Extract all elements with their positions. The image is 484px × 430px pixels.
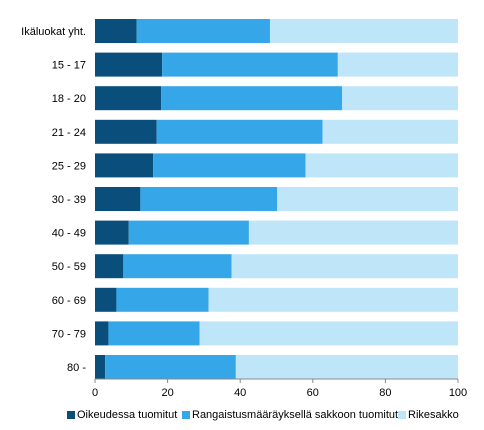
category-label: 30 - 39 xyxy=(52,194,86,206)
legend-label: Rangaistusmääräyksellä sakkoon tuomitut xyxy=(192,409,399,421)
bar-segment-series-1-row-2 xyxy=(161,86,343,111)
stacked-bar-chart: Ikäluokat yht. 15 - 17 18 - 20 21 - 24 25 - … xyxy=(21,19,467,399)
category-label: 60 - 69 xyxy=(52,295,86,307)
bar-segment-series-0-row-6 xyxy=(95,220,129,245)
bar-segment-series-0-row-0 xyxy=(95,19,137,43)
category-label: 50 - 59 xyxy=(52,261,86,273)
bar-segment-series-2-row-9 xyxy=(199,321,458,346)
category-label: Ikäluokat yht. xyxy=(21,26,86,38)
category-label: 25 - 29 xyxy=(52,160,86,172)
bar-segment-series-2-row-2 xyxy=(342,86,458,111)
bar-segment-series-1-row-10 xyxy=(105,355,236,379)
category-label: 40 - 49 xyxy=(52,228,86,240)
bar-segment-series-0-row-3 xyxy=(95,119,157,144)
legend-item: Rikesakko xyxy=(398,409,459,421)
bar-segment-series-2-row-4 xyxy=(305,153,458,178)
bar-segment-series-2-row-8 xyxy=(208,287,458,312)
bar-segment-series-0-row-7 xyxy=(95,254,124,279)
legend-swatch xyxy=(182,411,190,419)
bar-segment-series-2-row-5 xyxy=(277,187,458,211)
bars-group xyxy=(95,19,458,379)
bar-segment-series-1-row-6 xyxy=(128,220,249,245)
legend-label: Oikeudessa tuomitut xyxy=(77,409,178,421)
bar-segment-series-0-row-10 xyxy=(95,355,106,379)
bar-segment-series-2-row-0 xyxy=(269,19,458,43)
bar-segment-series-2-row-6 xyxy=(248,220,458,245)
bar-segment-series-2-row-1 xyxy=(337,52,458,77)
bar-segment-series-1-row-4 xyxy=(153,153,306,178)
bar-segment-series-0-row-9 xyxy=(95,321,109,346)
bar-segment-series-1-row-0 xyxy=(136,19,270,43)
bar-segment-series-2-row-10 xyxy=(235,355,458,379)
category-label: 15 - 17 xyxy=(52,60,86,72)
category-label: 18 - 20 xyxy=(52,93,86,105)
category-label: 21 - 24 xyxy=(52,127,86,139)
bar-segment-series-1-row-1 xyxy=(162,52,338,77)
bar-segment-series-1-row-8 xyxy=(116,287,209,312)
legend-swatch xyxy=(398,411,406,419)
category-labels: Ikäluokat yht. 15 - 17 18 - 20 21 - 24 25 - … xyxy=(21,26,86,374)
bar-segment-series-0-row-4 xyxy=(95,153,154,178)
bar-segment-series-0-row-8 xyxy=(95,287,117,312)
bar-segment-series-1-row-3 xyxy=(156,119,323,144)
legend-label: Rikesakko xyxy=(408,409,459,421)
bar-segment-series-2-row-3 xyxy=(322,119,458,144)
category-label: 80 - xyxy=(67,362,86,374)
legend-item: Rangaistusmääräyksellä sakkoon tuomitut xyxy=(182,409,398,421)
category-label: 70 - 79 xyxy=(52,328,86,340)
bar-segment-series-0-row-5 xyxy=(95,187,141,211)
legend-item: Oikeudessa tuomitut xyxy=(67,409,177,421)
x-tick-label: 60 xyxy=(307,387,319,399)
bar-segment-series-0-row-2 xyxy=(95,86,162,111)
x-tick-label: 40 xyxy=(234,387,246,399)
x-axis: 0 20 40 60 80 100 xyxy=(92,378,467,399)
bar-segment-series-2-row-7 xyxy=(231,254,458,279)
x-tick-label: 20 xyxy=(161,387,173,399)
bar-segment-series-0-row-1 xyxy=(95,52,163,77)
bar-segment-series-1-row-7 xyxy=(123,254,232,279)
bar-segment-series-1-row-9 xyxy=(108,321,200,346)
x-tick-label: 0 xyxy=(92,387,98,399)
bar-segment-series-1-row-5 xyxy=(140,187,278,211)
legend-swatch xyxy=(67,411,75,419)
x-tick-label: 100 xyxy=(449,387,467,399)
legend: Oikeudessa tuomitut Rangaistusmääräyksell… xyxy=(0,404,484,426)
x-tick-label: 80 xyxy=(379,387,391,399)
